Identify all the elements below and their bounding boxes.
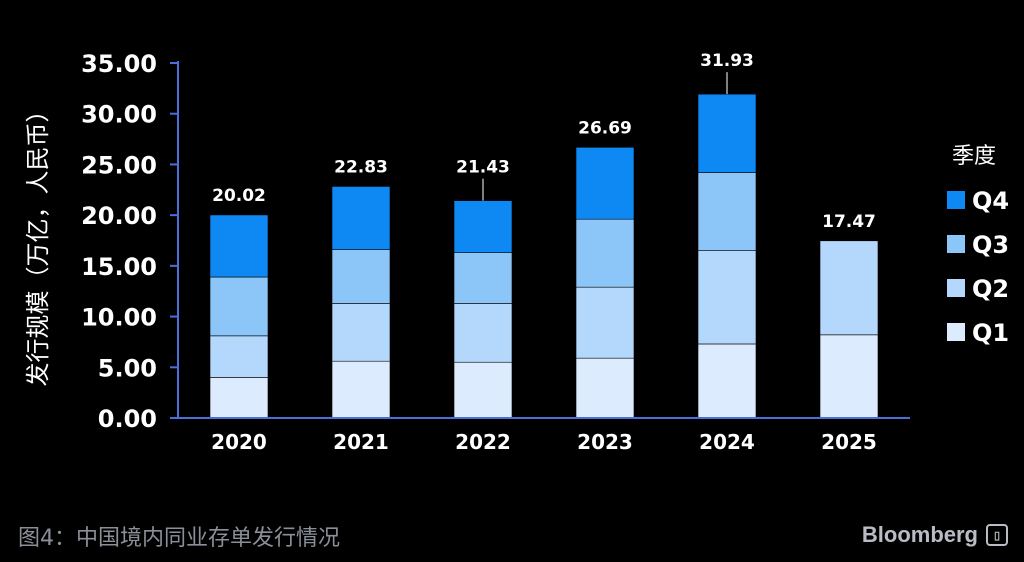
total-label-2021: 22.83 (334, 157, 388, 177)
bar-segment-q2-2023 (575, 286, 635, 359)
x-tick-label: 2023 (577, 430, 633, 454)
legend-swatch-q4 (947, 191, 965, 209)
bar-segment-q4-2023 (575, 146, 635, 220)
legend-label-q4: Q4 (972, 187, 1009, 215)
bar-segment-q4-2021 (331, 186, 391, 250)
y-tick-label: 35.00 (81, 50, 157, 78)
y-tick-label: 15.00 (81, 253, 157, 281)
bar-segment-q4-2020 (209, 214, 269, 278)
total-label-2025: 17.47 (822, 212, 876, 232)
legend-swatch-q2 (947, 279, 965, 297)
x-tick-label: 2020 (211, 430, 267, 454)
bar-segment-q2-2022 (453, 303, 513, 363)
total-label-2020: 20.02 (212, 186, 266, 206)
x-tick-label: 2024 (699, 430, 755, 454)
legend-title: 季度 (952, 144, 996, 169)
y-tick-label: 10.00 (81, 304, 157, 332)
figure-caption: 图4：中国境内同业存单发行情况 (18, 526, 340, 551)
y-axis-label: 发行规模（万亿，人民币） (24, 99, 52, 387)
bar-segment-q2-2025 (819, 240, 879, 336)
bar-segment-q1-2021 (331, 360, 391, 419)
bar-segment-q1-2025 (819, 334, 879, 419)
axes (170, 61, 910, 419)
total-label-2023: 26.69 (578, 118, 632, 138)
legend-swatch-q1 (947, 323, 965, 341)
bar-segment-q4-2022 (453, 200, 513, 253)
bloomberg-brand: Bloomberg ▯ (862, 522, 1008, 548)
y-axis-ticks: 0.00 5.00 10.00 15.00 20.00 25.00 30.00 35.00 (81, 50, 157, 433)
bar-segment-q1-2024 (697, 343, 757, 419)
y-tick-label: 30.00 (81, 101, 157, 129)
total-label-2022: 21.43 (456, 158, 510, 178)
bar-segment-q3-2023 (575, 218, 635, 288)
bar-series (209, 93, 879, 419)
x-axis-ticks: 2020 2021 2022 2023 2024 2025 (211, 430, 877, 454)
bar-segment-q3-2021 (331, 249, 391, 304)
legend-label-q2: Q2 (972, 275, 1009, 303)
legend-label-q3: Q3 (972, 231, 1009, 259)
bloomberg-terminal-icon: ▯ (986, 524, 1008, 546)
bar-segment-q3-2022 (453, 252, 513, 304)
y-tick-label: 5.00 (98, 354, 157, 382)
bar-segment-q1-2020 (209, 377, 269, 419)
bar-segment-q3-2020 (209, 276, 269, 337)
legend-swatch-q3 (947, 235, 965, 253)
bar-segment-q3-2024 (697, 172, 757, 251)
total-labels: 20.02 22.83 21.43 26.69 31.93 17.47 (212, 51, 876, 232)
y-tick-label: 20.00 (81, 202, 157, 230)
brand-name: Bloomberg (861, 522, 978, 547)
x-tick-label: 2025 (821, 430, 877, 454)
x-tick-label: 2022 (455, 430, 511, 454)
y-axis-title: 发行规模（万亿，人民币） (24, 99, 52, 387)
y-tick-label: 25.00 (81, 151, 157, 179)
bar-segment-q1-2022 (453, 361, 513, 419)
bar-segment-q4-2024 (697, 93, 757, 173)
bar-segment-q1-2023 (575, 357, 635, 419)
bar-segment-q2-2021 (331, 303, 391, 362)
legend-label-q1: Q1 (972, 319, 1009, 347)
legend: 季度 Q4 Q3 Q2 Q1 (947, 144, 1009, 347)
y-tick-label: 0.00 (98, 405, 157, 433)
bar-segment-q2-2020 (209, 335, 269, 378)
bar-segment-q2-2024 (697, 250, 757, 345)
x-tick-label: 2021 (333, 430, 389, 454)
total-label-2024: 31.93 (700, 51, 754, 71)
